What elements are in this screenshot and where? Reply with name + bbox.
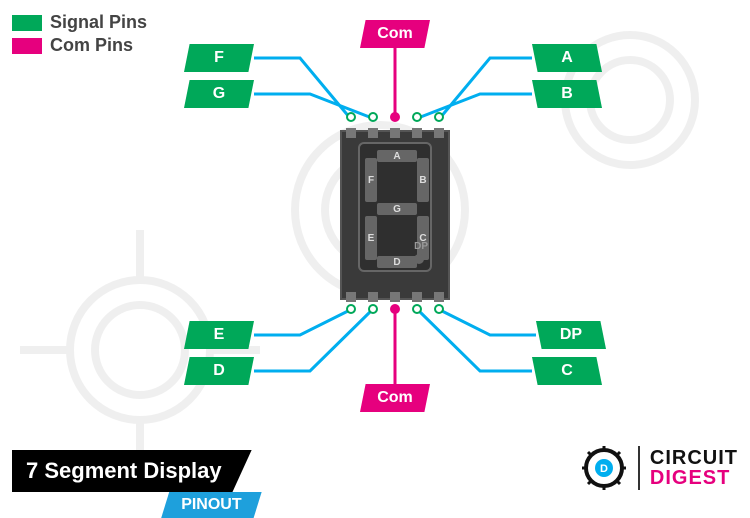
legend-swatch-com xyxy=(12,38,42,54)
pin-label-com: Com xyxy=(360,20,430,48)
pin-dot-signal xyxy=(434,304,444,314)
title-main: 7 Segment Display xyxy=(12,450,252,492)
pin-label-a: A xyxy=(532,44,602,72)
legend-row-signal: Signal Pins xyxy=(12,12,147,33)
title-block: 7 Segment Display PINOUT xyxy=(12,450,252,492)
pin-dot-com xyxy=(390,112,400,122)
chip-teeth-bot xyxy=(340,292,450,302)
pin-dot-signal xyxy=(346,112,356,122)
pin-label-g: G xyxy=(184,80,254,108)
pin-label-d: D xyxy=(184,357,254,385)
pin-dot-com xyxy=(390,304,400,314)
segment-b: B xyxy=(417,158,429,202)
legend-row-com: Com Pins xyxy=(12,35,147,56)
segment-g: G xyxy=(377,203,417,215)
legend-swatch-signal xyxy=(12,15,42,31)
pin-label-c: C xyxy=(532,357,602,385)
footer: 7 Segment Display PINOUT D CIRCUIT DIGES… xyxy=(0,444,750,492)
segment-a: A xyxy=(377,150,417,162)
legend-label-com: Com Pins xyxy=(50,35,133,56)
segment-d: D xyxy=(377,256,417,268)
pin-label-e: E xyxy=(184,321,254,349)
pin-label-com: Com xyxy=(360,384,430,412)
legend-label-signal: Signal Pins xyxy=(50,12,147,33)
brand-text: CIRCUIT DIGEST xyxy=(650,448,738,488)
pin-dot-signal xyxy=(346,304,356,314)
legend: Signal Pins Com Pins xyxy=(12,12,147,58)
pin-dot-signal xyxy=(368,112,378,122)
segment-f: F xyxy=(365,158,377,202)
pin-label-f: F xyxy=(184,44,254,72)
pin-label-dp: DP xyxy=(536,321,606,349)
svg-text:D: D xyxy=(600,463,608,475)
seven-segment-chip: A F B G E C D DP xyxy=(340,130,450,300)
pin-label-b: B xyxy=(532,80,602,108)
brand: D CIRCUIT DIGEST xyxy=(580,444,738,492)
segment-frame: A F B G E C D DP xyxy=(358,142,432,272)
segment-dp-dot xyxy=(414,254,424,264)
brand-divider xyxy=(638,446,640,490)
pin-dot-signal xyxy=(412,112,422,122)
segment-e: E xyxy=(365,216,377,260)
brand-line2: DIGEST xyxy=(650,468,738,488)
brand-line1: CIRCUIT xyxy=(650,448,738,468)
pin-dot-signal xyxy=(412,304,422,314)
title-sub: PINOUT xyxy=(161,492,261,518)
segment-dp-label: DP xyxy=(414,241,428,252)
pin-dot-signal xyxy=(368,304,378,314)
brand-icon: D xyxy=(580,444,628,492)
pin-dot-signal xyxy=(434,112,444,122)
pin-dots-top xyxy=(340,112,450,122)
pin-dots-bottom xyxy=(340,304,450,314)
chip-teeth-top xyxy=(340,128,450,138)
